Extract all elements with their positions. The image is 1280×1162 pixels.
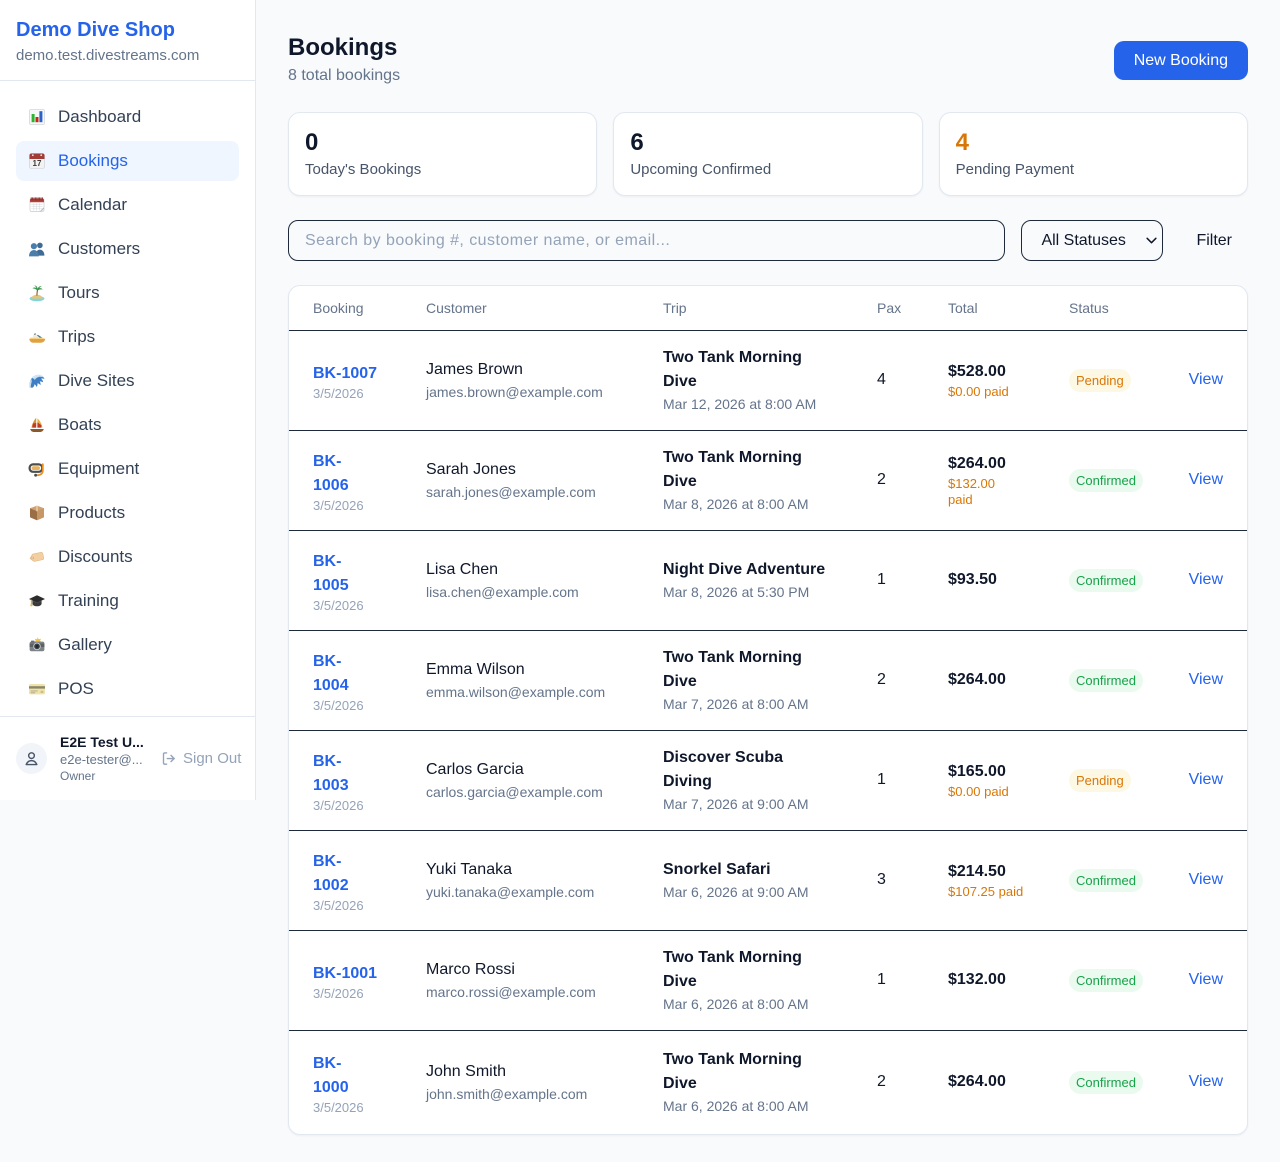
svg-text:17: 17 [33, 159, 42, 168]
